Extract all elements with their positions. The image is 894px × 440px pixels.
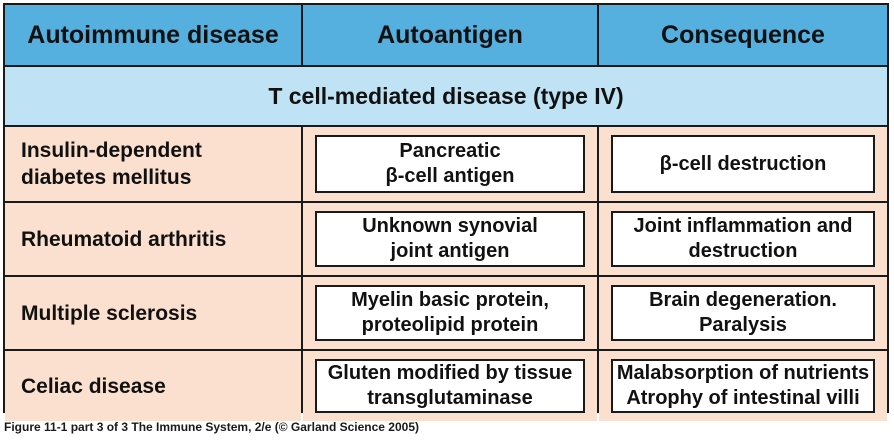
autoantigen-box: Myelin basic protein, proteolipid protei… [315,285,585,341]
consequence-cell: Malabsorption of nutrients Atrophy of in… [599,351,887,421]
autoantigen-cell: Gluten modified by tissue transglutamina… [303,351,597,421]
section-title: T cell-mediated disease (type IV) [5,67,887,125]
autoantigen-cell: Myelin basic protein, proteolipid protei… [303,277,597,349]
header-consequence: Consequence [599,5,887,65]
consequence-box: Brain degeneration. Paralysis [611,285,875,341]
header-autoantigen: Autoantigen [303,5,597,65]
consequence-box: Joint inflammation and destruction [611,211,875,267]
autoantigen-box: Unknown synovial joint antigen [315,211,585,267]
disease-cell: Multiple sclerosis [5,277,301,349]
consequence-cell: Joint inflammation and destruction [599,203,887,275]
autoantigen-cell: Unknown synovial joint antigen [303,203,597,275]
consequence-box: Malabsorption of nutrients Atrophy of in… [611,359,875,413]
figure-caption: Figure 11-1 part 3 of 3 The Immune Syste… [4,420,419,434]
autoantigen-cell: Pancreatic β-cell antigen [303,127,597,201]
consequence-cell: Brain degeneration. Paralysis [599,277,887,349]
disease-cell: Celiac disease [5,351,301,421]
autoantigen-box: Pancreatic β-cell antigen [315,135,585,193]
autoimmune-table: Autoimmune disease Autoantigen Consequen… [3,3,889,421]
consequence-box: β-cell destruction [611,135,875,193]
disease-cell: Rheumatoid arthritis [5,203,301,275]
header-autoimmune-disease: Autoimmune disease [5,5,301,65]
consequence-cell: β-cell destruction [599,127,887,201]
autoantigen-box: Gluten modified by tissue transglutamina… [315,359,585,413]
disease-cell: Insulin-dependent diabetes mellitus [5,127,301,201]
